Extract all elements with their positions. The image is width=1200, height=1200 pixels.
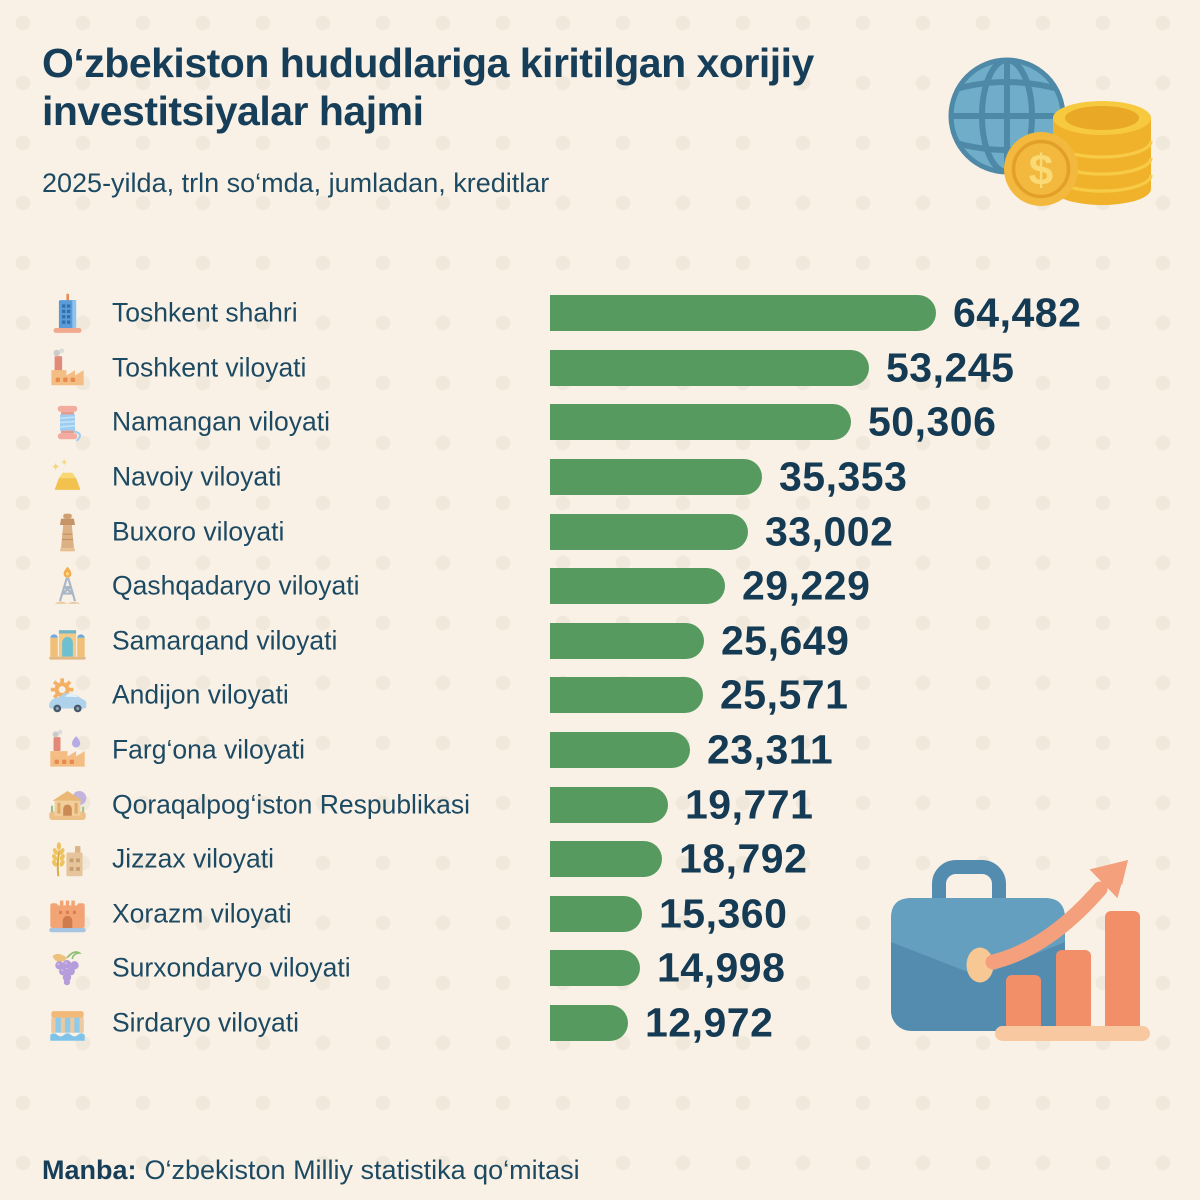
value-label: 15,360	[659, 890, 788, 937]
region-label: Jizzax viloyati	[112, 843, 274, 874]
globe-coins-icon	[945, 50, 1155, 212]
region-label: Toshkent shahri	[112, 297, 298, 328]
chart-row: Qoraqalpog‘iston Respublikasi 19,771	[0, 777, 1200, 832]
value-bar	[550, 295, 936, 332]
chart-row: Jizzax viloyati 18,792	[0, 832, 1200, 887]
city-building-icon	[46, 292, 89, 335]
factory-icon	[46, 346, 89, 389]
source-label: Manba:	[42, 1155, 137, 1185]
value-label: 35,353	[779, 453, 908, 500]
value-bar	[550, 895, 642, 932]
page-subtitle: 2025-yilda, trln so‘mda, jumladan, kredi…	[42, 168, 550, 198]
chart-row: Namangan viloyati 50,306	[0, 395, 1200, 450]
value-bar	[550, 732, 690, 769]
chart-row: Surxondaryo viloyati 14,998	[0, 941, 1200, 996]
museum-icon	[46, 783, 89, 826]
source-line: Manba: O‘zbekiston Milliy statistika qo‘m…	[42, 1155, 580, 1186]
value-label: 64,482	[953, 289, 1082, 336]
grapes-icon	[46, 947, 89, 990]
value-bar	[550, 568, 725, 605]
value-label: 23,311	[707, 726, 834, 773]
briefcase-growth-icon	[888, 854, 1152, 1046]
value-label: 50,306	[868, 398, 997, 445]
region-label: Sirdaryo viloyati	[112, 1007, 300, 1038]
region-label: Qoraqalpog‘iston Respublikasi	[112, 789, 470, 820]
value-bar	[550, 459, 762, 496]
car-gear-icon	[46, 674, 89, 717]
value-label: 25,571	[720, 671, 849, 718]
value-bar	[550, 349, 869, 386]
bar-chart: Toshkent shahri 64,482 Toshkent viloyati 53…	[0, 286, 1200, 1050]
value-label: 29,229	[742, 562, 871, 609]
value-label: 12,972	[645, 999, 774, 1046]
value-bar	[550, 404, 851, 441]
chart-row: Qashqadaryo viloyati 29,229	[0, 559, 1200, 614]
value-label: 18,792	[679, 835, 808, 882]
chart-row: Toshkent shahri 64,482	[0, 286, 1200, 341]
chart-row: Xorazm viloyati 15,360	[0, 887, 1200, 942]
region-label: Toshkent viloyati	[112, 352, 307, 383]
region-label: Farg‘ona viloyati	[112, 734, 305, 765]
region-label: Surxondaryo viloyati	[112, 952, 351, 983]
page-title: O‘zbekiston hududlariga kiritilgan xorij…	[42, 40, 814, 134]
value-label: 14,998	[657, 944, 786, 991]
gold-bar-icon	[46, 456, 89, 499]
chart-row: Navoiy viloyati 35,353	[0, 450, 1200, 505]
value-bar	[550, 786, 668, 823]
value-bar	[550, 1005, 628, 1042]
region-label: Navoiy viloyati	[112, 461, 282, 492]
fortress-icon	[46, 892, 89, 935]
value-label: 19,771	[685, 781, 814, 828]
minaret-icon	[46, 510, 89, 553]
value-label: 53,245	[886, 344, 1015, 391]
chart-row: Samarqand viloyati 25,649	[0, 614, 1200, 669]
chart-row: Toshkent viloyati 53,245	[0, 341, 1200, 396]
region-label: Buxoro viloyati	[112, 516, 285, 547]
value-bar	[550, 677, 703, 714]
region-label: Samarqand viloyati	[112, 625, 338, 656]
dam-icon	[46, 1002, 89, 1045]
region-label: Andijon viloyati	[112, 679, 289, 710]
chart-row: Andijon viloyati 25,571	[0, 668, 1200, 723]
oil-factory-icon	[46, 729, 89, 772]
region-label: Qashqadaryo viloyati	[112, 570, 360, 601]
chart-row: Buxoro viloyati 33,002	[0, 504, 1200, 559]
value-bar	[550, 950, 640, 987]
oil-derrick-icon	[46, 565, 89, 608]
value-bar	[550, 622, 704, 659]
value-bar	[550, 513, 748, 550]
chart-row: Farg‘ona viloyati 23,311	[0, 723, 1200, 778]
source-text: O‘zbekiston Milliy statistika qo‘mitasi	[144, 1155, 580, 1185]
madrasa-icon	[46, 619, 89, 662]
value-label: 33,002	[765, 508, 894, 555]
chart-row: Sirdaryo viloyati 12,972	[0, 996, 1200, 1051]
region-label: Namangan viloyati	[112, 406, 331, 437]
value-label: 25,649	[721, 617, 850, 664]
region-label: Xorazm viloyati	[112, 898, 292, 929]
thread-spool-icon	[46, 401, 89, 444]
value-bar	[550, 841, 662, 878]
wheat-mill-icon	[46, 838, 89, 881]
